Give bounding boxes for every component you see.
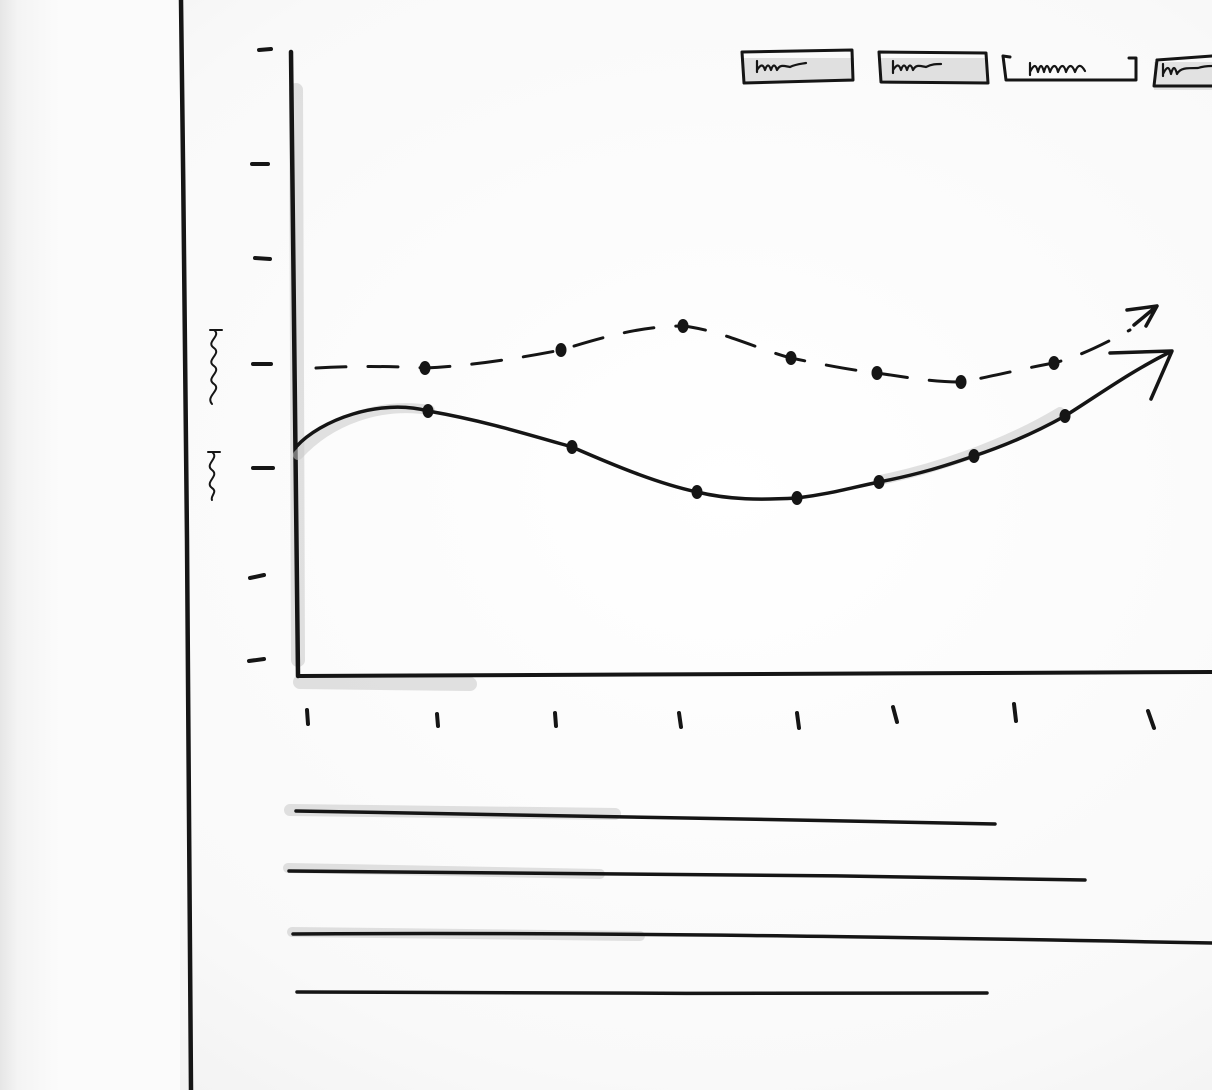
x-tick: [1012, 702, 1018, 723]
data-point: [955, 375, 967, 389]
squiggle-icon: [1161, 62, 1212, 78]
x-ticks: [305, 702, 1156, 730]
data-point: [968, 449, 980, 463]
text-line: [295, 990, 989, 996]
y-ticks: [247, 47, 275, 663]
toolbar-button-3[interactable]: [1001, 54, 1138, 82]
y-tick: [247, 657, 266, 663]
squiggle-icon: [891, 59, 943, 75]
data-point: [785, 351, 797, 365]
data-point: [422, 404, 434, 418]
chart-toolbar: [740, 48, 1212, 90]
y-label-scribble: [207, 451, 221, 501]
data-point: [873, 475, 885, 489]
text-line: [287, 869, 1087, 882]
y-tick: [257, 47, 273, 52]
toolbar-button-4[interactable]: [1152, 54, 1212, 90]
x-axis: [298, 670, 1212, 678]
x-tick: [891, 705, 899, 724]
data-point: [677, 319, 689, 333]
x-tick: [677, 711, 683, 729]
x-tick: [553, 711, 558, 728]
series-shadow: [293, 403, 1065, 485]
series-solid-arrowhead: [1108, 349, 1174, 401]
x-tick: [1146, 709, 1156, 730]
data-point: [419, 361, 431, 375]
y-tick: [248, 573, 266, 580]
y-axis: [288, 49, 301, 679]
text-line: [294, 809, 997, 826]
toolbar-button-2[interactable]: [877, 50, 990, 85]
series-dashed-arrowhead: [1125, 304, 1159, 328]
squiggle-icon: [1028, 61, 1087, 77]
data-point: [691, 485, 703, 499]
x-tick: [435, 712, 440, 728]
toolbar-button-1[interactable]: [740, 48, 855, 85]
x-tick: [795, 711, 801, 730]
data-point: [566, 440, 578, 454]
y-label-scribble: [209, 329, 223, 405]
data-point: [791, 491, 803, 505]
series-dashed-line: [314, 324, 1132, 384]
data-point: [1048, 356, 1060, 370]
series-solid-line: [294, 350, 1172, 501]
data-point: [555, 343, 567, 357]
squiggle-icon: [755, 59, 808, 74]
text-block: [283, 804, 1212, 996]
x-tick: [305, 708, 310, 726]
data-point: [871, 366, 883, 380]
y-tick: [253, 256, 272, 261]
data-point: [1059, 409, 1071, 423]
text-line: [291, 931, 1212, 945]
series-dashed-markers: [419, 319, 1060, 389]
line-chart: [207, 47, 1212, 730]
axis-shadow: [289, 83, 477, 691]
sidebar-area: [0, 0, 180, 1090]
panel-divider: [178, 0, 194, 1090]
series-solid-markers: [422, 404, 1071, 505]
